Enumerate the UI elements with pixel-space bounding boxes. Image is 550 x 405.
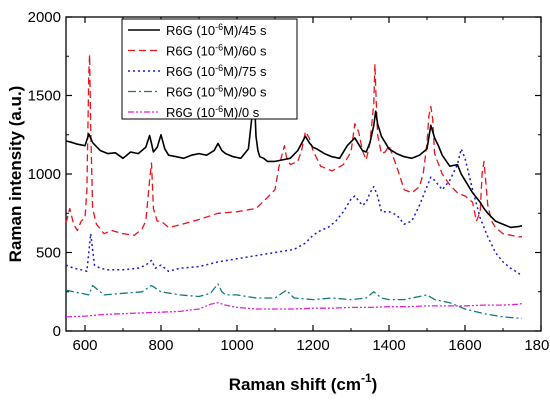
series-line [65, 302, 523, 318]
series-line [65, 283, 523, 320]
x-tick-label: 1600 [448, 337, 481, 354]
x-tick-label: 600 [72, 337, 97, 354]
x-tick-label: 1000 [220, 337, 253, 354]
series-line [65, 90, 523, 229]
x-tick-label: 800 [148, 337, 173, 354]
legend-label: R6G (10-6M)/90 s [166, 84, 267, 100]
y-axis-ticks: 0 500 1000 1500 2000 [28, 9, 541, 340]
y-tick-label: 1500 [28, 88, 61, 105]
legend-label: R6G (10-6M)/0 s [166, 104, 260, 120]
x-tick-label: 1400 [372, 337, 405, 354]
series-lines [65, 54, 523, 320]
series-line [65, 148, 523, 277]
legend-label: R6G (10-6M)/45 s [166, 22, 267, 38]
y-axis-title: Raman intensity (a.u.) [6, 86, 25, 263]
legend: R6G (10-6M)/45 s R6G (10-6M)/60 s R6G (10-… [121, 18, 298, 120]
legend-label: R6G (10-6M)/60 s [166, 43, 267, 59]
y-tick-label: 500 [36, 245, 61, 262]
x-axis-title-main: Raman shift (cm [229, 375, 361, 394]
y-tick-label: 2000 [28, 9, 61, 26]
y-tick-label: 1000 [28, 166, 61, 183]
x-tick-label: 1200 [296, 337, 329, 354]
legend-label: R6G (10-6M)/75 s [166, 63, 267, 79]
x-axis-title: Raman shift (cm-1) [229, 371, 378, 394]
series-line [65, 54, 522, 238]
y-tick-label: 0 [53, 323, 61, 340]
x-axis-title-sup: -1 [361, 371, 372, 385]
legend-box [121, 18, 298, 120]
x-axis-title-tail: ) [372, 375, 378, 394]
